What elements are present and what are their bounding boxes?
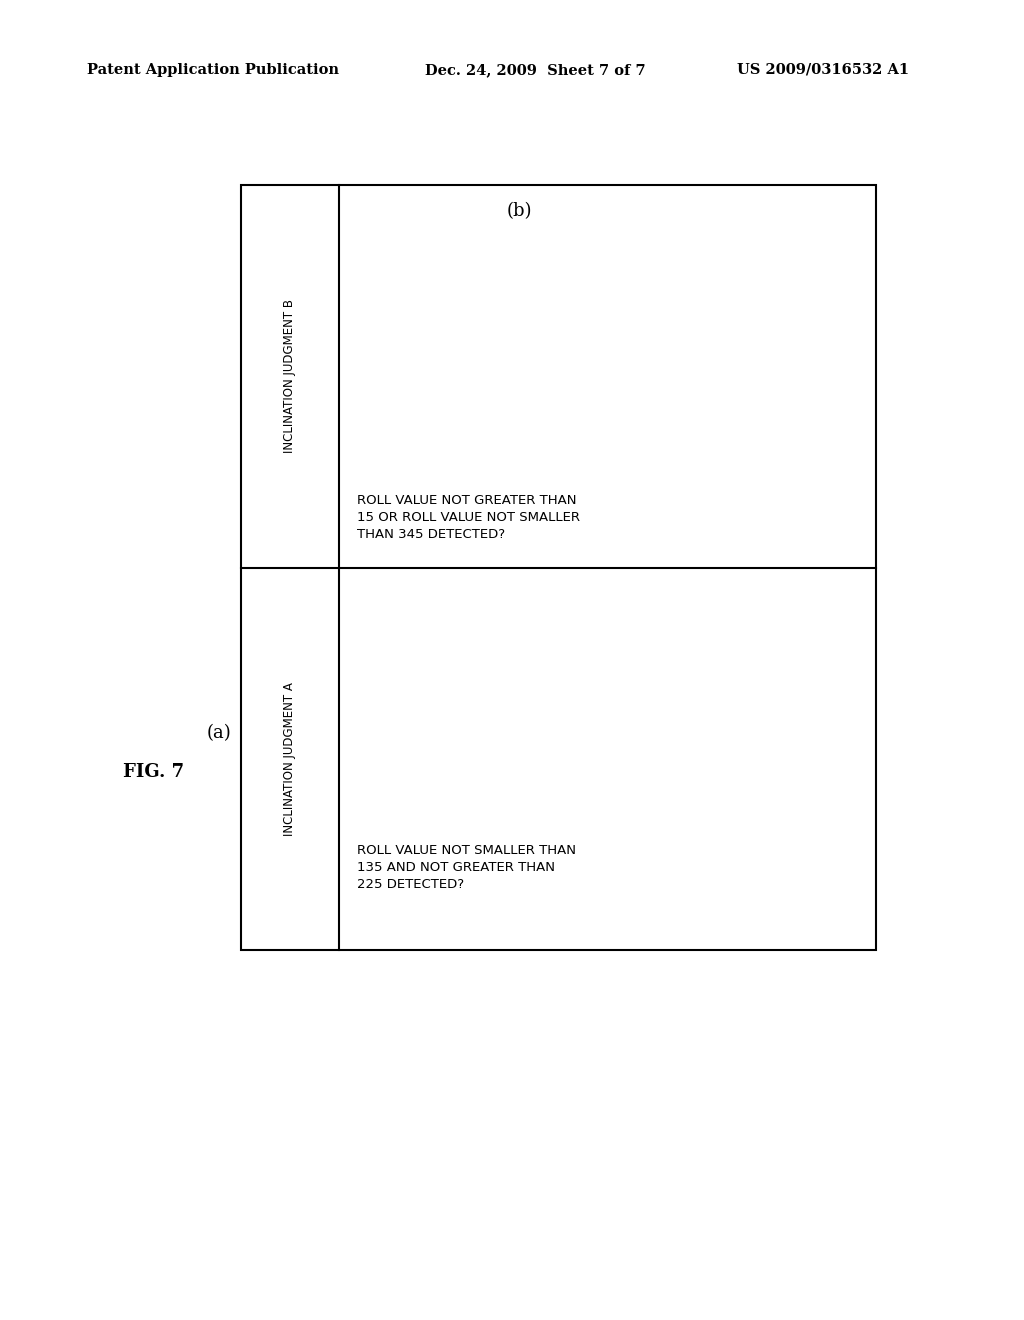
Text: INCLINATION JUDGMENT A: INCLINATION JUDGMENT A — [284, 682, 296, 836]
Text: ROLL VALUE NOT GREATER THAN
15 OR ROLL VALUE NOT SMALLER
THAN 345 DETECTED?: ROLL VALUE NOT GREATER THAN 15 OR ROLL V… — [357, 494, 581, 541]
Text: Patent Application Publication: Patent Application Publication — [87, 63, 339, 77]
Text: Dec. 24, 2009  Sheet 7 of 7: Dec. 24, 2009 Sheet 7 of 7 — [425, 63, 645, 77]
Text: US 2009/0316532 A1: US 2009/0316532 A1 — [737, 63, 909, 77]
Text: (b): (b) — [507, 202, 532, 220]
Bar — [241, 185, 876, 950]
Text: INCLINATION JUDGMENT B: INCLINATION JUDGMENT B — [284, 300, 296, 453]
Text: (a): (a) — [207, 723, 231, 742]
Text: FIG. 7: FIG. 7 — [123, 763, 184, 781]
Text: ROLL VALUE NOT SMALLER THAN
135 AND NOT GREATER THAN
225 DETECTED?: ROLL VALUE NOT SMALLER THAN 135 AND NOT … — [357, 843, 577, 891]
